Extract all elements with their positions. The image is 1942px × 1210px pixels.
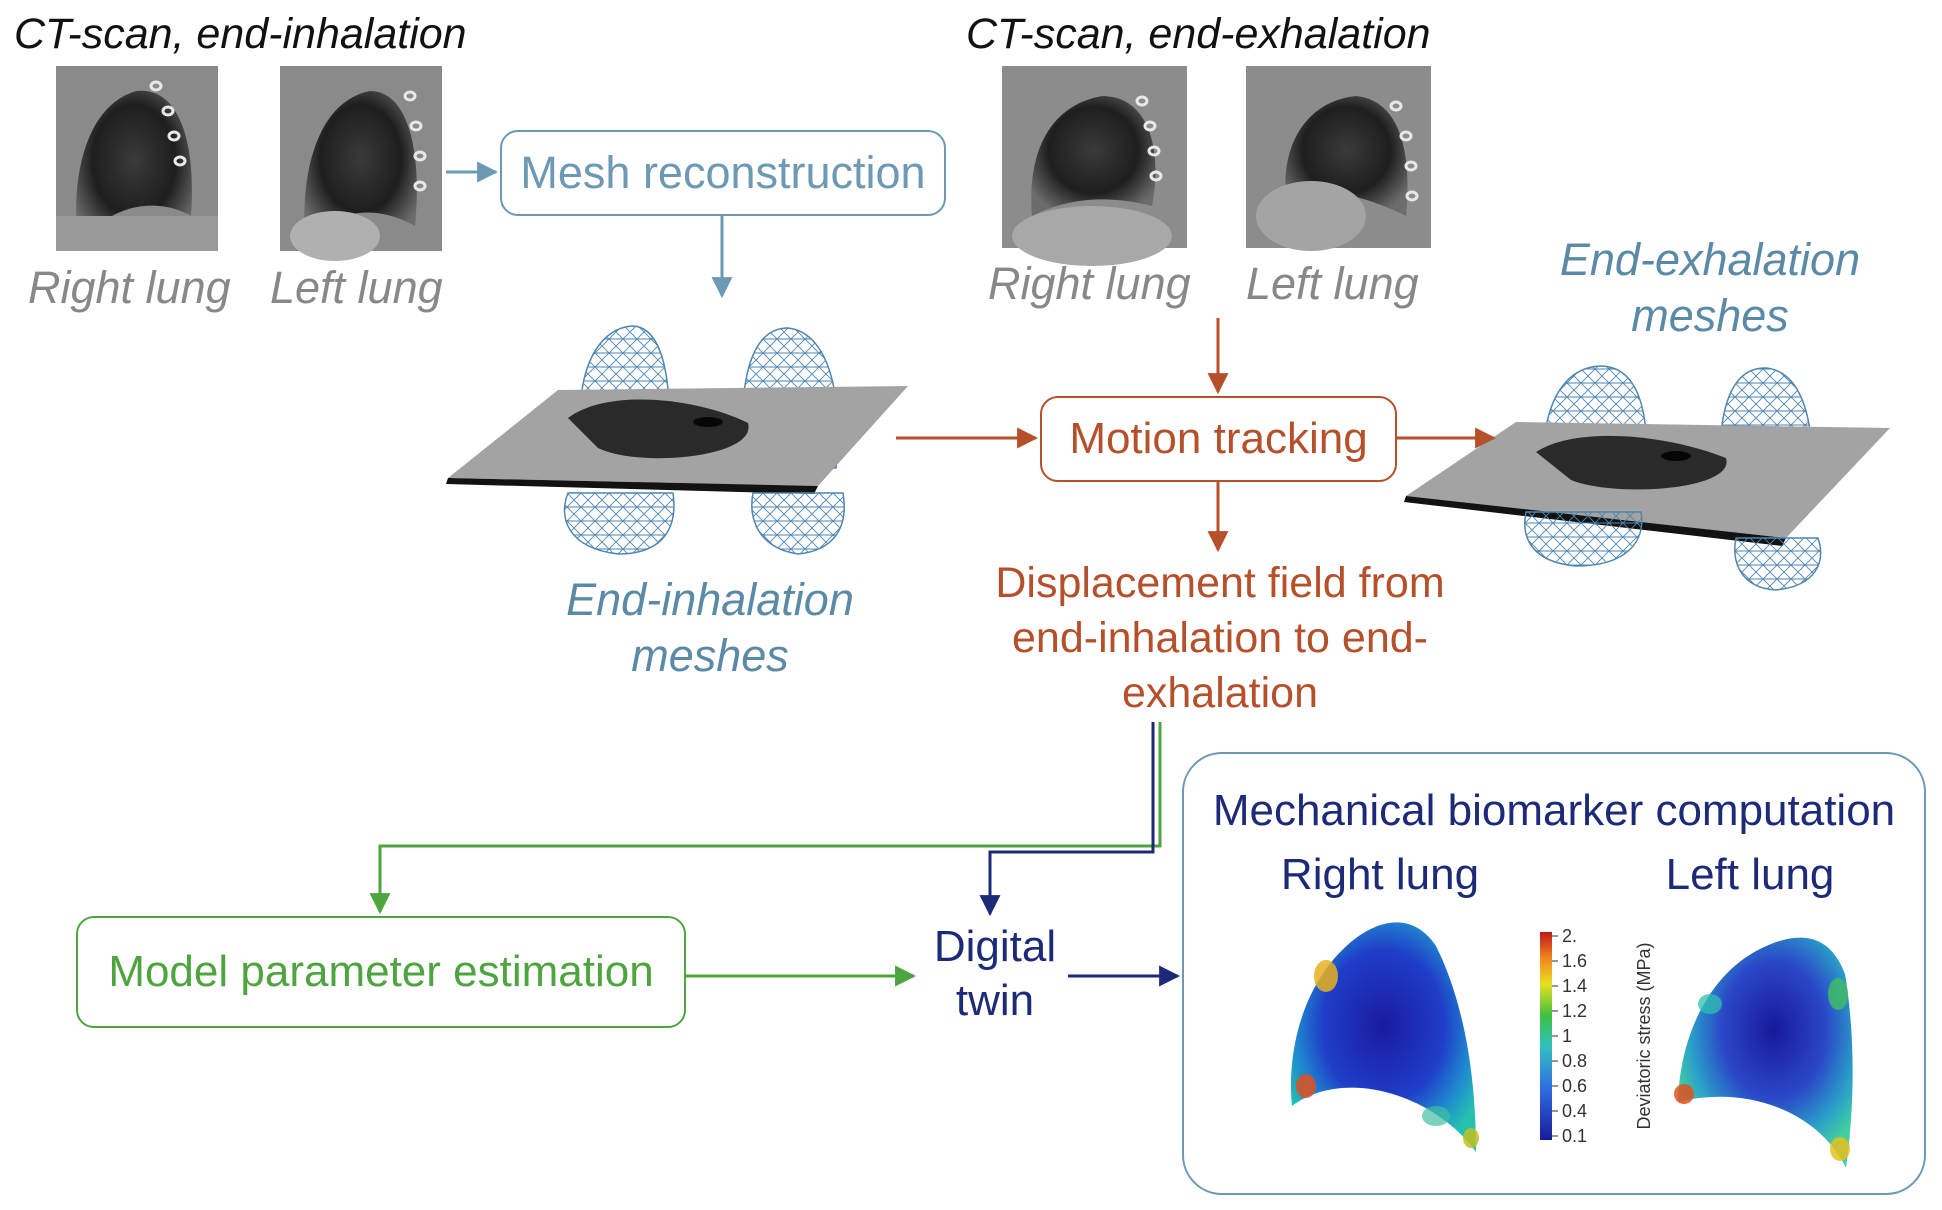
colorbar-title: Deviatoric stress (MPa) xyxy=(1634,942,1654,1129)
model-parameter-estimation-box: Model parameter estimation xyxy=(76,916,686,1028)
end-exhalation-meshes-line2: meshes xyxy=(1631,290,1789,341)
colorbar-tick-label: 1.2 xyxy=(1562,1001,1587,1021)
arrow-displacement-to-digital-twin xyxy=(979,722,1155,917)
motion-tracking-box: Motion tracking xyxy=(1040,396,1397,482)
end-exhalation-meshes-label: End-exhalation meshes xyxy=(1520,232,1900,344)
colorbar-tick-label: 1.6 xyxy=(1562,951,1587,971)
colorbar-tick-label: 1 xyxy=(1562,1026,1572,1046)
end-inhalation-meshes-label: End-inhalation meshes xyxy=(520,572,900,684)
ct-inhalation-title: CT-scan, end-inhalation xyxy=(14,10,467,58)
colorbar-tick-label: 0.4 xyxy=(1562,1101,1587,1121)
colorbar-tick-label: 2. xyxy=(1562,926,1577,946)
mesh-reconstruction-label: Mesh reconstruction xyxy=(520,147,926,198)
ct-inhalation-left-image xyxy=(280,66,442,261)
stress-colorbar: 2. 1.6 1.4 1.2 1 0.8 0.6 0.4 0.1 Deviatoric stre… xyxy=(1540,926,1654,1146)
digital-twin-line1: Digital xyxy=(933,922,1057,971)
ct-inhalation-right-label: Right lung xyxy=(28,262,231,313)
digital-twin-text: Digital twin xyxy=(900,920,1090,1028)
displacement-line1: Displacement field from xyxy=(995,559,1445,607)
ct-inhalation-right-image xyxy=(56,66,218,251)
model-parameter-estimation-label: Model parameter estimation xyxy=(108,947,654,996)
ct-exhalation-left-image xyxy=(1246,66,1431,251)
colorbar-tick-label: 0.8 xyxy=(1562,1051,1587,1071)
end-inhalation-mesh-image xyxy=(446,325,908,555)
ct-exhalation-right-image xyxy=(1002,66,1187,266)
motion-tracking-label: Motion tracking xyxy=(1069,414,1368,463)
right-lung-stress-heatmap xyxy=(1290,922,1479,1152)
displacement-line3: exhalation xyxy=(1121,669,1319,717)
biomarker-title: Mechanical biomarker computation xyxy=(1212,786,1896,835)
displacement-line2: end-inhalation to end- xyxy=(1012,614,1428,662)
biomarker-left-lung-label: Left lung xyxy=(1665,850,1835,899)
left-lung-stress-heatmap xyxy=(1674,937,1853,1168)
ct-exhalation-title: CT-scan, end-exhalation xyxy=(966,10,1431,58)
mesh-reconstruction-box: Mesh reconstruction xyxy=(500,130,946,216)
ct-exhalation-left-label: Left lung xyxy=(1246,258,1419,309)
biomarker-right-lung-label: Right lung xyxy=(1280,850,1480,899)
arrow-displacement-to-model-parameter xyxy=(369,722,1162,915)
ct-inhalation-left-label: Left lung xyxy=(270,262,443,313)
displacement-field-text: Displacement field from end-inhalation t… xyxy=(940,556,1500,721)
end-exhalation-meshes-line1: End-exhalation xyxy=(1559,234,1861,285)
colorbar-tick-label: 0.1 xyxy=(1562,1126,1587,1146)
mechanical-biomarker-panel xyxy=(1182,752,1926,1195)
colorbar-tick-label: 1.4 xyxy=(1562,976,1587,996)
colorbar-tick-label: 0.6 xyxy=(1562,1076,1587,1096)
end-inhalation-meshes-line1: End-inhalation xyxy=(566,574,854,625)
end-inhalation-meshes-line2: meshes xyxy=(631,630,789,681)
ct-exhalation-right-label: Right lung xyxy=(988,258,1191,309)
colorbar-gradient xyxy=(1540,932,1552,1140)
end-exhalation-mesh-image xyxy=(1404,365,1890,591)
digital-twin-line2: twin xyxy=(955,976,1035,1025)
